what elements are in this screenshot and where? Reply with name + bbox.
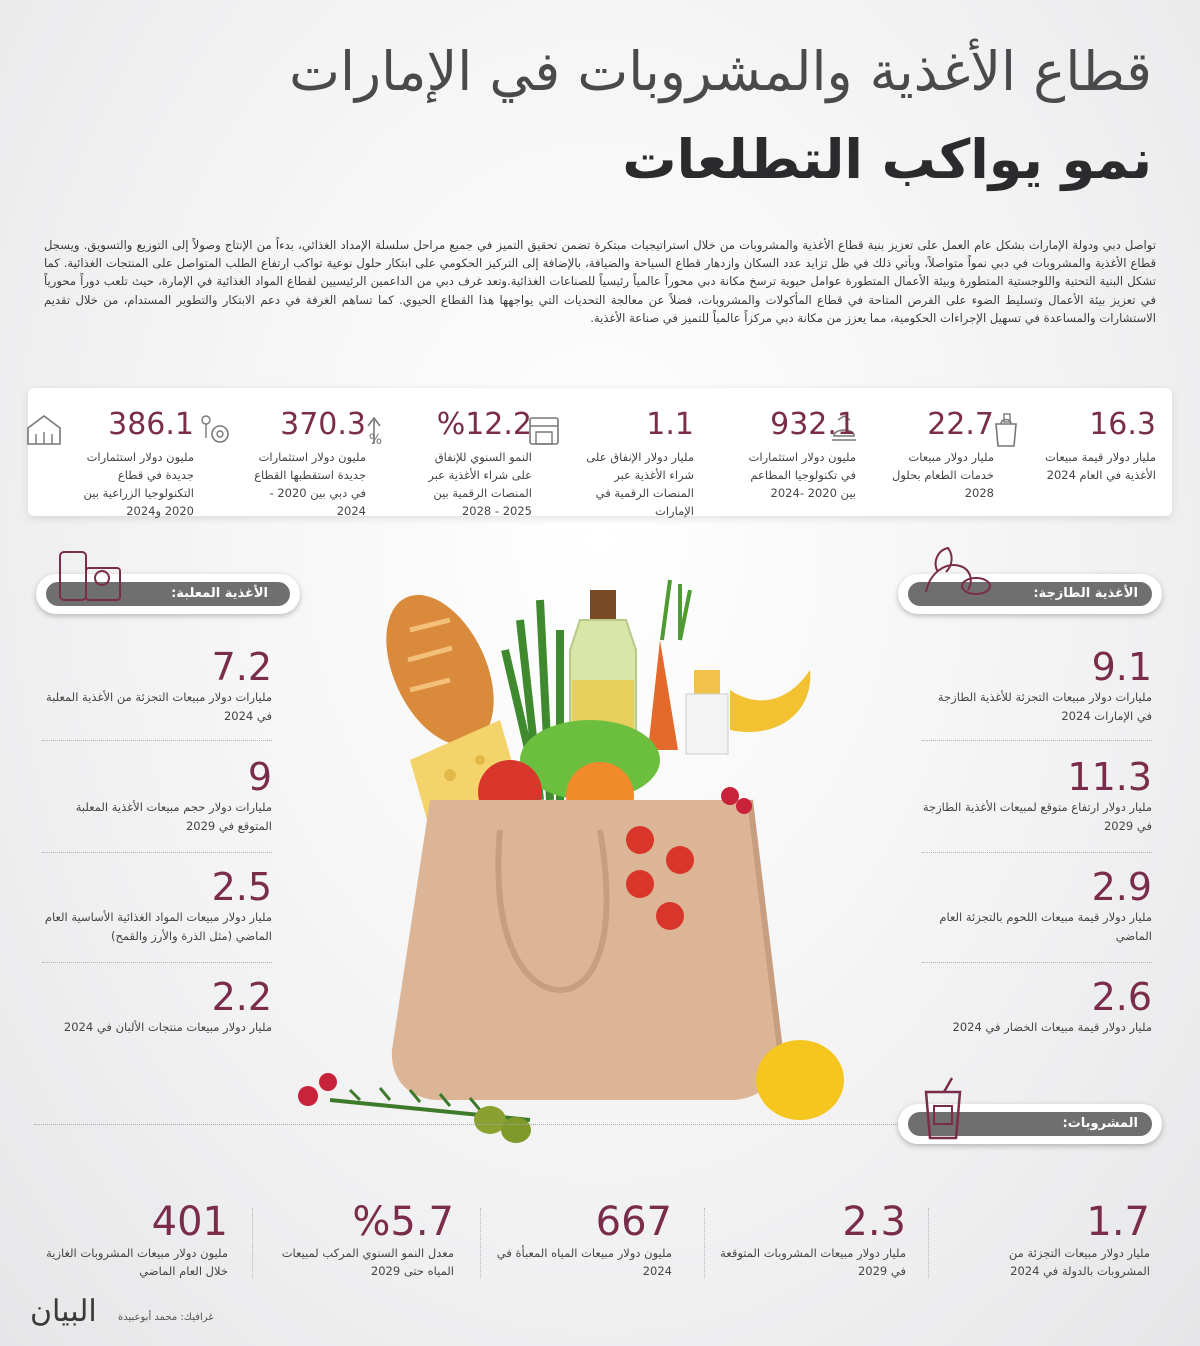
stat-label: النمو السنوي للإنفاق على شراء الأغذية عب… [428,450,532,518]
divider [252,1208,253,1278]
beverage-item: %5.7 معدل النمو السنوي المركب لمبيعات ال… [264,1200,454,1280]
graphic-credit: غرافيك: محمد أبوعبيدة [118,1312,214,1323]
divider [42,740,272,741]
fresh-food-item: 2.9 مليار دولار قيمة مبيعات اللحوم بالتج… [922,866,1152,946]
fresh-food-header-pill: الأغذية الطازجة: [898,574,1162,614]
beverage-label: مليون دولار مبيعات المشروبات الغازية خلا… [46,1246,228,1278]
packaged-food-label: مليارات دولار مبيعات التجزئة من الأغذية … [46,690,272,723]
packaged-food-value: 2.2 [211,975,272,1019]
lemon-illustration [756,1040,844,1120]
beverage-item: 2.3 مليار دولار مبيعات المشروبات المتوقع… [716,1200,906,1280]
packaged-food-value: 9 [247,755,272,799]
online-store-icon [529,417,559,445]
fresh-food-label: مليار دولار قيمة مبيعات الخضار في 2024 [952,1020,1153,1034]
drink-cup-icon [924,1077,962,1140]
beverage-value: %5.7 [352,1199,454,1245]
stat-label: مليون دولار استثمارات جديدة في قطاع التك… [83,450,195,518]
fresh-food-value: 9.1 [1091,645,1152,689]
stat-label: مليون دولار استثمارات في تكنولوجيا المطا… [748,450,856,500]
growth-percent-icon: % [367,416,382,448]
food-service-icon [832,415,856,441]
fresh-food-value: 2.9 [1091,865,1152,909]
fresh-food-label: مليار دولار قيمة مبيعات اللحوم بالتجزئة … [939,910,1152,943]
top-stat: 1.1 مليار دولار الإنفاق على شراء الأغذية… [524,407,694,518]
stat-label: مليار دولار مبيعات خدمات الطعام بحلول 20… [892,450,994,500]
stat-label: مليار دولار قيمة مبيعات الأغذية في العام… [1044,450,1156,482]
stat-value: 22.7 [927,407,994,442]
packaged-food-value: 7.2 [211,645,272,689]
beverage-value: 401 [151,1199,228,1245]
packaged-food-item: 2.2 مليار دولار مبيعات منتجات الألبان في… [42,976,272,1037]
packaged-food-label: مليار دولار مبيعات المواد الغذائية الأسا… [44,910,272,943]
divider [480,1208,481,1278]
beverage-value: 2.3 [842,1199,906,1245]
banana-illustration [730,670,811,732]
beverage-item: 401 مليون دولار مبيعات المشروبات الغازية… [38,1200,228,1280]
beverage-label: مليون دولار مبيعات المياه المعبأة في 202… [496,1246,672,1278]
canned-food-icon [59,551,121,601]
fresh-food-heading: الأغذية الطازجة: [908,582,1152,606]
packaged-food-item: 7.2 مليارات دولار مبيعات التجزئة من الأغ… [42,646,272,726]
packaged-food-item: 9 مليارات دولار حجم مبيعات الأغذية المعل… [42,756,272,836]
beverage-item: 1.7 مليار دولار مبيعات التجزئة من المشرو… [960,1200,1150,1280]
beverage-value: 667 [595,1199,672,1245]
packaged-food-item: 2.5 مليار دولار مبيعات المواد الغذائية ا… [42,866,272,946]
title-line-1: قطاع الأغذية والمشروبات في الإمارات [289,40,1152,103]
fresh-food-item: 11.3 مليار دولار ارتفاع متوقع لمبيعات ال… [922,756,1152,836]
stat-value: 932.1 [770,407,856,442]
stat-label: مليون دولار استثمارات جديدة استقطبها الق… [254,450,366,518]
fresh-produce-icon [925,546,991,595]
beverages-divider-line [34,1124,914,1125]
investment-gear-icon [201,415,229,443]
bread-illustration [386,594,494,746]
fresh-food-value: 2.6 [1091,975,1152,1019]
beverage-label: مليار دولار مبيعات التجزئة من المشروبات … [1008,1246,1150,1278]
stat-label: مليار دولار الإنفاق على شراء الأغذية عبر… [586,450,694,518]
albayan-logo: البيان [30,1294,97,1329]
top-stat: 386.1 مليون دولار استثمارات جديدة في قطا… [24,407,194,518]
stat-value: %12.2 [436,407,532,442]
top-stat: 932.1 مليون دولار استثمارات في تكنولوجيا… [686,408,856,508]
top-stat: 16.3 مليار دولار قيمة مبيعات الأغذية في … [986,408,1156,508]
packaged-food-header-pill: الأغذية المعلبة: [36,574,300,614]
top-stat: %12.2 النمو السنوي للإنفاق على شراء الأغ… [362,407,532,518]
fresh-food-item: 2.6 مليار دولار قيمة مبيعات الخضار في 20… [922,975,1153,1037]
top-stat: 22.7 مليار دولار مبيعات خدمات الطعام بحل… [824,408,994,508]
divider [922,740,1152,741]
divider [928,1208,929,1278]
grocery-bag-illustration [298,579,844,1143]
beverage-item: 667 مليون دولار مبيعات المياه المعبأة في… [482,1200,672,1280]
packaged-food-label: مليارات دولار حجم مبيعات الأغذية المعلبة… [75,800,272,833]
packaged-food-label: مليار دولار مبيعات منتجات الألبان في 202… [63,1020,272,1034]
beverage-label: معدل النمو السنوي المركب لمبيعات المياه … [281,1246,454,1278]
fresh-food-label: مليار دولار ارتفاع متوقع لمبيعات الأغذية… [922,800,1152,833]
fresh-food-label: مليارات دولار مبيعات التجزئة للأغذية الط… [937,690,1152,723]
stat-value: 370.3 [280,407,366,442]
agritech-greenhouse-icon [27,415,61,445]
intro-paragraph: تواصل دبي ودولة الإمارات بشكل عام العمل … [44,238,1156,325]
stat-value: 1.1 [646,407,694,442]
carrot-illustration [648,640,678,750]
stat-value: 386.1 [108,407,194,442]
top-stat: 370.3 مليون دولار استثمارات جديدة استقطب… [196,407,366,518]
divider [922,852,1152,853]
beverage-value: 1.7 [1086,1199,1150,1245]
fresh-food-item: 9.1 مليارات دولار مبيعات التجزئة للأغذية… [922,646,1152,726]
title-line-2: نمو يواكب التطلعات [622,128,1152,191]
grocery-bag-icon [995,413,1017,447]
paper-bag-illustration [391,800,781,1100]
fresh-food-value: 11.3 [1067,755,1152,799]
divider [922,962,1152,963]
divider [42,852,272,853]
divider [42,962,272,963]
packaged-food-value: 2.5 [211,865,272,909]
green-onion-illustration [501,599,564,801]
top-stats-card: 16.3 مليار دولار قيمة مبيعات الأغذية في … [27,388,1172,518]
beverage-label: مليار دولار مبيعات المشروبات المتوقعة في… [720,1246,906,1278]
milk-bottle-illustration [685,693,729,755]
svg-text:%: % [369,432,382,448]
stat-value: 16.3 [1089,407,1156,442]
divider [704,1208,705,1278]
